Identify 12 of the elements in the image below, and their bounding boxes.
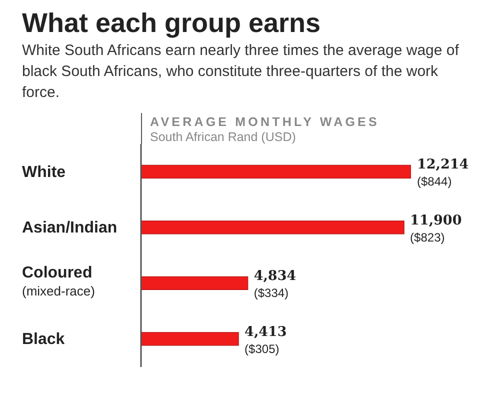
annotation: South African Rand (USD) [150, 130, 297, 144]
x-axis-title: AVERAGE MONTHLY WAGES [150, 115, 380, 129]
chart-title: What each group earns [22, 8, 322, 38]
chart-subtitle: White South Africans earn nearly three times the average wage of black South Africans, who constitute three-quarters of the work force. [22, 41, 460, 103]
data-label: 4,834 ($334) [254, 268, 296, 300]
y-tick-label: Black [22, 331, 65, 348]
y-tick-label: Asian/Indian [22, 220, 118, 237]
data-label: 4,413 ($305) [244, 324, 287, 356]
y-tick-label: Coloured (mixed-race) [22, 264, 95, 298]
y-tick-label: White [22, 164, 66, 181]
data-label: 11,900 ($823) [410, 212, 462, 244]
data-label: 12,214 ($844) [417, 156, 469, 189]
